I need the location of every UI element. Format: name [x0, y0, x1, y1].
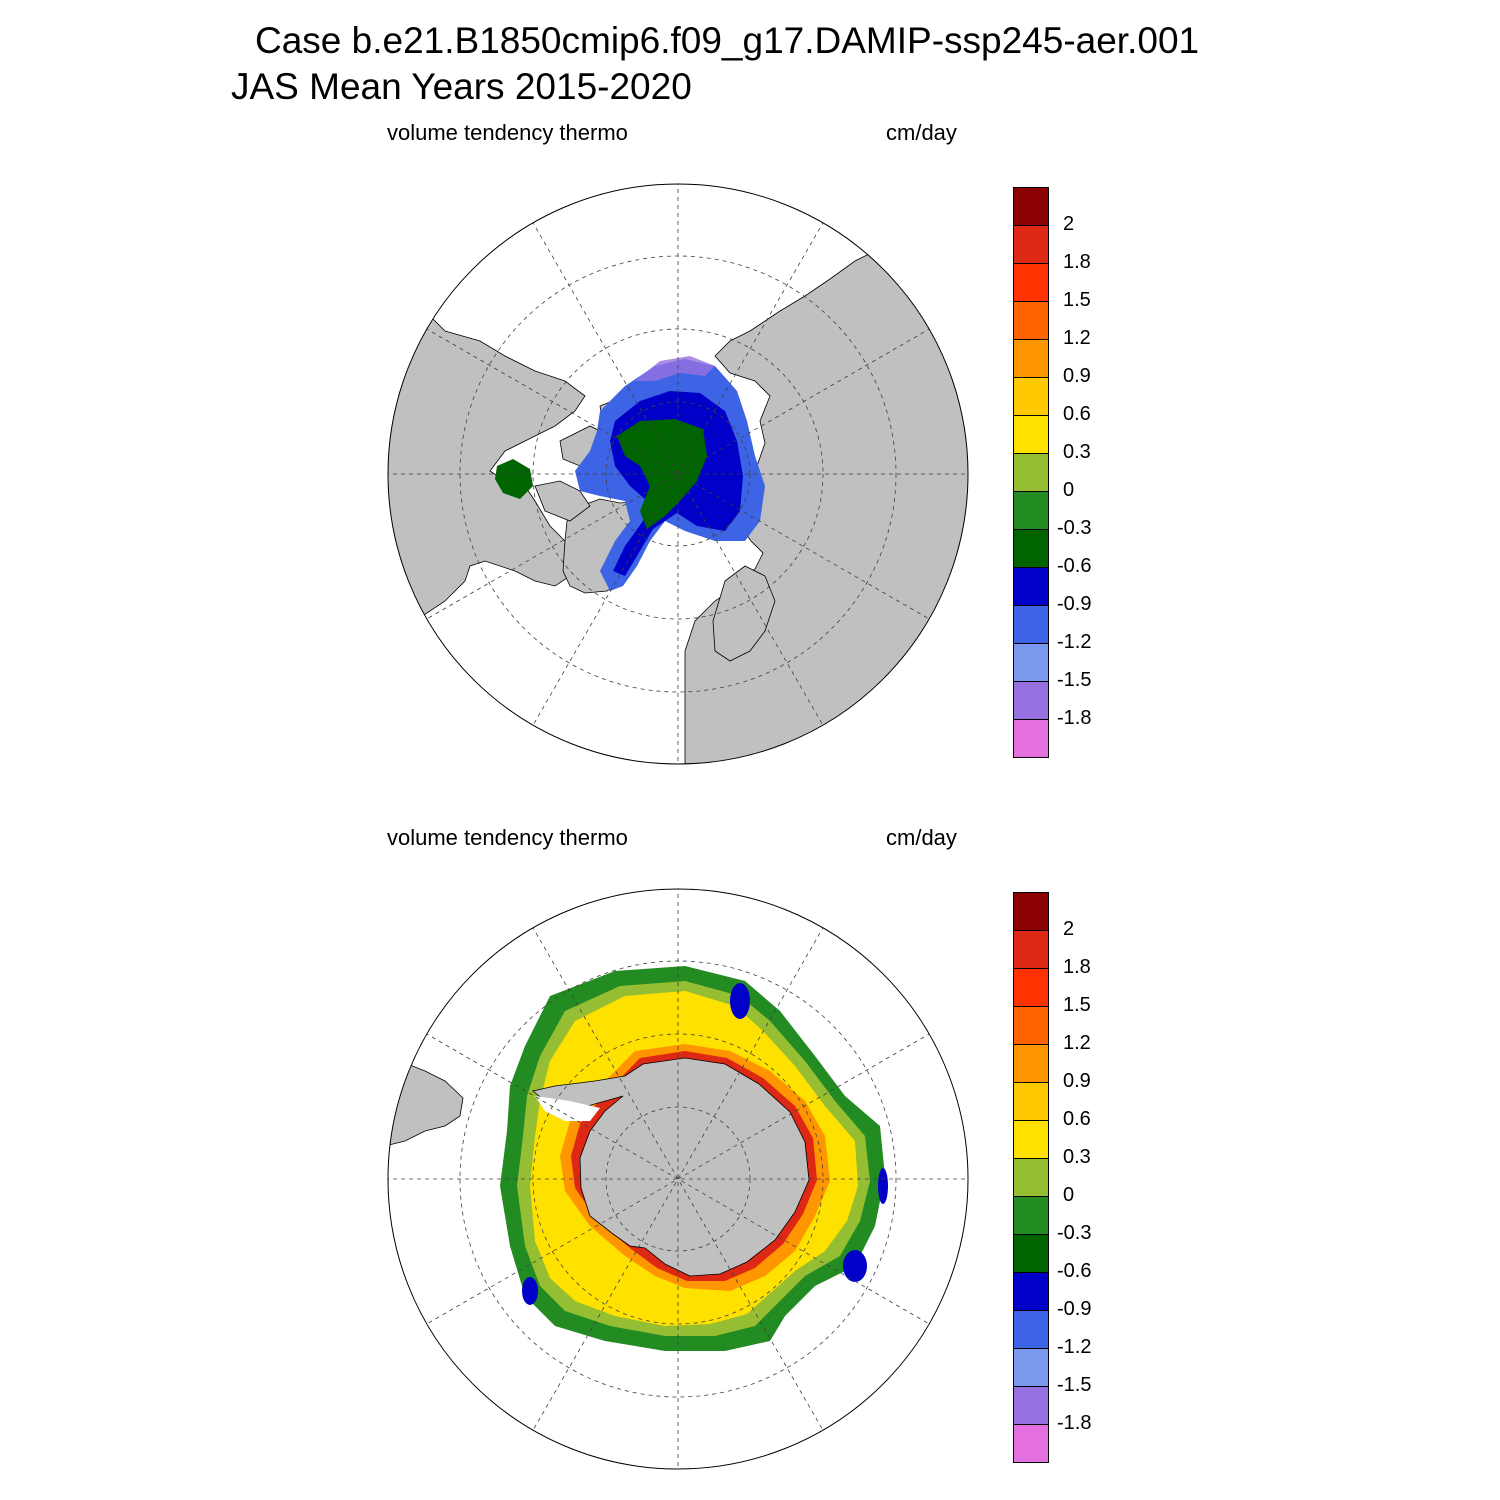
colorbar-tick-label: -1.8	[1057, 1412, 1092, 1434]
colorbar-swatch	[1013, 1158, 1049, 1197]
colorbar-tick-label: -0.6	[1057, 1260, 1092, 1282]
ice-spot-2	[878, 1168, 888, 1204]
colorbar-swatch	[1013, 377, 1049, 416]
colorbar-swatch	[1013, 1272, 1049, 1311]
ice-spot-1	[730, 983, 750, 1019]
colorbar-swatch	[1013, 1082, 1049, 1121]
ice-purple-rim	[635, 356, 715, 381]
colorbar-tick-label: -0.6	[1057, 555, 1092, 577]
colorbar-tick-label: 1.5	[1063, 994, 1091, 1016]
panel1-colorbar: -1.8 -1.5 -1.2 -0.9 -0.6 -0.3 0 0.3 0.6 0.9 1.2 1.5…	[1013, 187, 1091, 758]
colorbar-swatch	[1013, 187, 1049, 226]
colorbar-swatch	[1013, 567, 1049, 606]
ice-spot-4	[522, 1277, 538, 1305]
colorbar-swatch	[1013, 1006, 1049, 1045]
colorbar-tick-label: 1.5	[1063, 289, 1091, 311]
colorbar-tick-label: 2	[1063, 213, 1075, 235]
panel2-variable-label: volume tendency thermo	[387, 825, 628, 850]
colorbar-swatch	[1013, 1310, 1049, 1349]
figure-title-line-2: JAS Mean Years 2015-2020	[231, 66, 692, 107]
colorbar-tick-label: -1.2	[1057, 1336, 1092, 1358]
ice-hudson-bay	[495, 459, 533, 499]
panel2-units-label: cm/day	[886, 825, 957, 850]
colorbar-swatch	[1013, 415, 1049, 454]
colorbar-swatch	[1013, 892, 1049, 931]
colorbar-tick-label: 0.9	[1063, 1070, 1091, 1092]
colorbar-swatch	[1013, 1044, 1049, 1083]
colorbar-tick-label: 1.8	[1063, 956, 1091, 978]
colorbar-tick-label: 2	[1063, 918, 1075, 940]
land-scandinavia	[712, 565, 776, 662]
colorbar-swatch	[1013, 491, 1049, 530]
colorbar-swatch	[1013, 529, 1049, 568]
colorbar-swatch	[1013, 605, 1049, 644]
colorbar-swatch	[1013, 643, 1049, 682]
colorbar-tick-label: 0	[1063, 479, 1075, 501]
arctic-polar-map	[387, 183, 969, 765]
colorbar-tick-label: -0.3	[1057, 517, 1092, 539]
colorbar-swatch	[1013, 453, 1049, 492]
colorbar-swatch	[1013, 263, 1049, 302]
panel1-units-label: cm/day	[886, 120, 957, 145]
colorbar-swatch	[1013, 1196, 1049, 1235]
ice-antarctic-peninsula-shelf	[535, 1096, 600, 1121]
colorbar-swatch	[1013, 719, 1049, 758]
colorbar-swatch	[1013, 930, 1049, 969]
colorbar-tick-label: 0.3	[1063, 1146, 1091, 1168]
colorbar-tick-label: -0.9	[1057, 593, 1092, 615]
colorbar-swatch	[1013, 301, 1049, 340]
colorbar-tick-label: 1.2	[1063, 327, 1091, 349]
colorbar-swatch	[1013, 968, 1049, 1007]
colorbar-tick-label: 0.6	[1063, 1108, 1091, 1130]
colorbar-tick-label: 0	[1063, 1184, 1075, 1206]
colorbar-swatch	[1013, 1120, 1049, 1159]
colorbar-tick-label: 1.8	[1063, 251, 1091, 273]
colorbar-tick-label: -0.3	[1057, 1222, 1092, 1244]
colorbar-tick-label: -1.5	[1057, 1374, 1092, 1396]
panel1-variable-label: volume tendency thermo	[387, 120, 628, 145]
colorbar-swatch	[1013, 1348, 1049, 1387]
colorbar-tick-label: 1.2	[1063, 1032, 1091, 1054]
figure-title-line-1: Case b.e21.B1850cmip6.f09_g17.DAMIP-ssp2…	[255, 20, 1200, 61]
colorbar-tick-label: -1.8	[1057, 707, 1092, 729]
colorbar-swatch	[1013, 1234, 1049, 1273]
colorbar-tick-label: -1.5	[1057, 669, 1092, 691]
colorbar-swatch	[1013, 681, 1049, 720]
colorbar-tick-label: 0.6	[1063, 403, 1091, 425]
colorbar-swatch	[1013, 1386, 1049, 1425]
colorbar-tick-label: 0.3	[1063, 441, 1091, 463]
panel2-colorbar: -1.8 -1.5 -1.2 -0.9 -0.6 -0.3 0 0.3 0.6 0.9 1.2 1.5…	[1013, 892, 1091, 1463]
ice-green-core	[617, 419, 707, 529]
antarctic-polar-map	[387, 888, 969, 1470]
colorbar-tick-label: -0.9	[1057, 1298, 1092, 1320]
colorbar-swatch	[1013, 225, 1049, 264]
colorbar-tick-label: 0.9	[1063, 365, 1091, 387]
colorbar-tick-label: -1.2	[1057, 631, 1092, 653]
colorbar-swatch	[1013, 1424, 1049, 1463]
colorbar-swatch	[1013, 339, 1049, 378]
ice-spot-3	[843, 1250, 867, 1282]
